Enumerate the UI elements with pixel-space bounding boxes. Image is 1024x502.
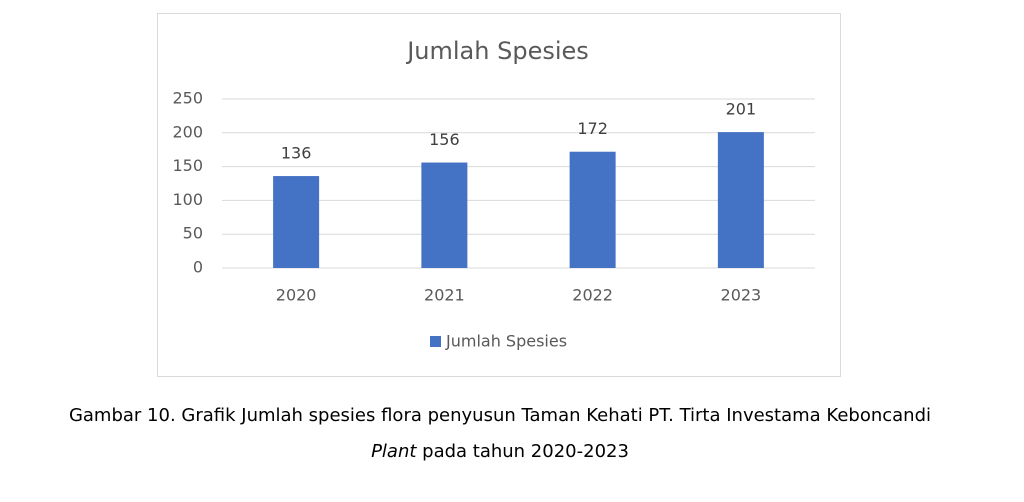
chart-title: Jumlah Spesies xyxy=(405,37,589,65)
y-tick-label: 100 xyxy=(172,190,203,209)
data-label: 136 xyxy=(281,144,312,163)
data-label: 156 xyxy=(429,130,460,149)
caption-line2: Plant pada tahun 2020-2023 xyxy=(0,441,1000,462)
bar xyxy=(421,162,468,268)
caption-line1: Gambar 10. Grafik Jumlah spesies flora p… xyxy=(68,405,932,426)
x-tick-label: 2021 xyxy=(424,286,465,305)
y-tick-label: 150 xyxy=(172,156,203,175)
y-tick-label: 250 xyxy=(172,89,203,108)
x-tick-label: 2022 xyxy=(572,286,613,305)
x-tick-label: 2023 xyxy=(721,286,762,305)
data-label: 201 xyxy=(726,100,757,119)
y-tick-label: 50 xyxy=(183,224,203,243)
y-tick-label: 0 xyxy=(193,258,203,277)
data-label: 172 xyxy=(577,119,608,138)
bar xyxy=(717,132,764,268)
chart: Jumlah Spesies 0 50 100 150 200 250 2020 136 202… xyxy=(157,13,841,377)
y-tick-label: 200 xyxy=(172,122,203,141)
legend-swatch xyxy=(430,336,441,347)
caption-rest: pada tahun 2020-2023 xyxy=(416,441,629,462)
legend-label: Jumlah Spesies xyxy=(445,332,567,351)
x-tick-label: 2020 xyxy=(276,286,317,305)
bar xyxy=(273,176,320,268)
caption-italic: Plant xyxy=(371,441,417,462)
bar xyxy=(569,151,616,268)
